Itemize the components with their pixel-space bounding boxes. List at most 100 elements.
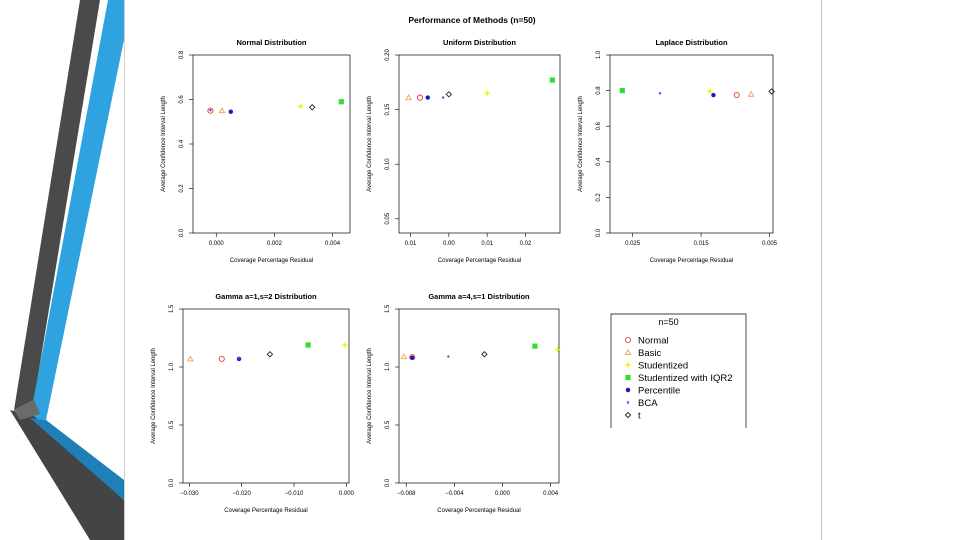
legend-label: Percentile <box>638 386 680 397</box>
y-tick-label: 0.8 <box>179 50 185 59</box>
panel-title: Gamma a=1,s=2 Distribution <box>215 292 317 301</box>
y-tick-label: 0.5 <box>385 420 391 429</box>
legend-box <box>610 313 747 428</box>
y-axis-label: Average Confidence Interval Length <box>151 348 157 444</box>
scatter-panel: Gamma a=4,s=1 Distribution −0.008 −0.004 0.… <box>367 292 561 514</box>
data-point <box>441 96 445 99</box>
data-point <box>218 355 225 362</box>
slide-panel <box>124 0 822 540</box>
x-tick-label: −0.008 <box>397 491 416 497</box>
data-point <box>417 94 424 101</box>
legend-marker <box>624 336 632 344</box>
x-axis-label: Coverage Percentage Residual <box>230 258 313 264</box>
y-tick-label: 0.0 <box>385 478 391 487</box>
data-point <box>218 107 226 114</box>
y-tick-label: 0.2 <box>179 184 185 193</box>
y-tick-label: 1.0 <box>385 362 391 371</box>
data-point <box>410 355 415 360</box>
deco-dark-stripe <box>14 0 100 410</box>
plot-frame <box>182 308 350 484</box>
x-tick-label: 0.000 <box>339 491 355 497</box>
data-point <box>338 99 344 105</box>
x-tick-label: −0.010 <box>285 491 304 497</box>
slide-decoration <box>10 0 124 540</box>
figure-title: Performance of Methods (n=50) <box>408 15 535 25</box>
panel-title: Gamma a=4,s=1 Distribution <box>428 292 530 301</box>
data-point <box>532 343 538 349</box>
deco-blue-bottom <box>30 418 124 500</box>
x-tick-label: 0.000 <box>209 241 225 247</box>
data-point <box>207 107 214 114</box>
x-tick-label: 0.004 <box>543 491 559 497</box>
panel-title: Normal Distribution <box>236 38 306 47</box>
deco-blue-stripe <box>30 0 124 420</box>
data-point <box>237 357 241 360</box>
panel-title: Laplace Distribution <box>655 38 728 47</box>
chart-panels: Normal Distribution 0.000 0.002 0.004 0.0 0.2… <box>151 38 778 514</box>
scatter-panel: Normal Distribution 0.000 0.002 0.004 0.0 0.2… <box>161 38 351 264</box>
data-point <box>405 94 412 101</box>
y-tick-label: 0.5 <box>169 420 175 429</box>
x-axis-label: Coverage Percentage Residual <box>650 258 733 264</box>
x-tick-label: 0.025 <box>625 241 641 247</box>
data-point <box>228 109 234 114</box>
y-tick-label: 0.0 <box>596 228 602 237</box>
data-point <box>400 353 408 360</box>
scatter-panel: Laplace Distribution 0.025 0.015 0.005 0.0 0.… <box>578 38 778 264</box>
x-axis-label: Coverage Percentage Residual <box>437 508 520 514</box>
legend-label: Basic <box>638 348 661 359</box>
plot-frame <box>609 54 774 234</box>
data-point <box>209 108 212 112</box>
data-point <box>484 90 490 96</box>
x-tick-label: −0.030 <box>180 491 199 497</box>
data-point <box>342 342 348 348</box>
y-axis-label: Average Confidence Interval Length <box>367 96 373 192</box>
x-tick-label: 0.002 <box>267 241 283 247</box>
data-point <box>297 103 304 109</box>
y-tick-label: 0.4 <box>596 157 602 166</box>
plot-frame <box>398 308 560 484</box>
data-point <box>711 92 716 98</box>
y-tick-label: 0.15 <box>385 103 391 115</box>
y-tick-label: 0.0 <box>169 478 175 487</box>
data-point <box>481 351 488 358</box>
data-point <box>425 95 430 100</box>
deco-dark-bottom <box>10 410 124 540</box>
y-axis-label: Average Confidence Interval Length <box>161 96 167 192</box>
deco-mid-band <box>14 400 40 420</box>
plot-frame <box>398 54 561 234</box>
y-tick-label: 0.0 <box>179 228 185 237</box>
data-point <box>308 104 316 111</box>
legend-label: t <box>638 411 641 422</box>
legend-label: Normal <box>638 336 669 347</box>
data-point <box>445 91 453 98</box>
x-tick-label: 0.004 <box>325 241 341 247</box>
data-point <box>658 92 662 95</box>
y-tick-label: 1.5 <box>169 304 175 313</box>
data-point <box>707 88 713 95</box>
y-axis-label: Average Confidence Interval Length <box>578 96 584 192</box>
x-tick-label: −0.020 <box>232 491 251 497</box>
y-tick-label: 0.8 <box>596 86 602 95</box>
data-point <box>266 351 274 358</box>
panel-title: Uniform Distribution <box>443 38 516 47</box>
legend-title: n=50 <box>658 317 678 327</box>
data-point <box>733 92 740 99</box>
x-tick-label: 0.00 <box>443 241 455 247</box>
y-tick-label: 0.6 <box>179 95 185 104</box>
y-tick-label: 0.6 <box>596 121 602 130</box>
y-tick-label: 0.05 <box>385 212 391 224</box>
y-tick-label: 0.4 <box>179 139 185 148</box>
y-tick-label: 0.2 <box>596 193 602 202</box>
y-axis-label: Average Confidence Interval Length <box>367 348 373 444</box>
data-point <box>305 342 311 348</box>
legend-marker <box>624 348 632 356</box>
y-tick-label: 0.20 <box>385 49 391 61</box>
legend-label: BCA <box>638 398 658 409</box>
data-point <box>747 90 755 97</box>
legend-marker <box>625 374 631 381</box>
data-point <box>619 88 625 94</box>
data-point <box>186 355 194 362</box>
